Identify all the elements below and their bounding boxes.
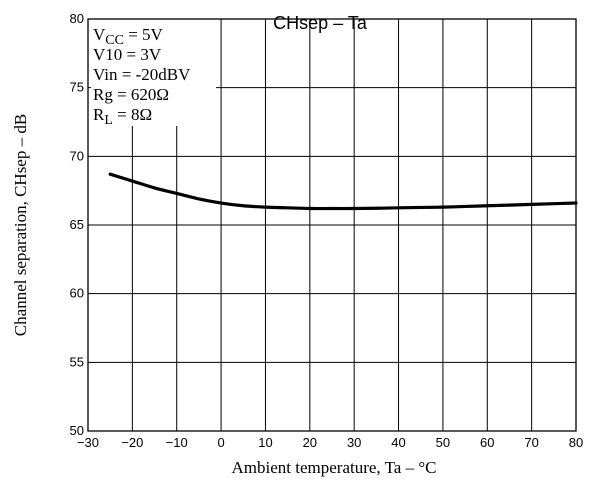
series-layer	[108, 172, 578, 211]
y-tick-labels: 50 55 60 65 70 75 80	[70, 11, 84, 438]
y-axis-label: Channel separation, CHsep – dB	[11, 114, 30, 336]
x-tick-label: 50	[436, 435, 450, 450]
y-tick-label: 60	[70, 286, 84, 301]
chart-title: CHsep – Ta	[273, 13, 368, 33]
x-tick-label: 0	[217, 435, 224, 450]
x-tick-label: −20	[121, 435, 143, 450]
series-line	[108, 172, 578, 211]
x-tick-label: −10	[166, 435, 188, 450]
y-tick-label: 80	[70, 11, 84, 26]
y-tick-label: 75	[70, 80, 84, 95]
condition-line: Rg = 620Ω	[93, 85, 169, 104]
x-tick-label: 10	[258, 435, 272, 450]
x-tick-label: −30	[77, 435, 99, 450]
x-tick-labels: −30 −20 −10 0 10 20 30 40 50 60 70 80	[77, 435, 583, 450]
grid	[88, 19, 576, 431]
y-tick-label: 65	[70, 217, 84, 232]
condition-line: VCC = 5V	[93, 25, 164, 48]
condition-line: Vin = -20dBV	[93, 65, 191, 84]
x-tick-label: 70	[524, 435, 538, 450]
x-tick-label: 30	[347, 435, 361, 450]
condition-line: V10 = 3V	[93, 45, 162, 64]
x-tick-label: 40	[391, 435, 405, 450]
plot-frame	[87, 18, 577, 432]
y-tick-label: 70	[70, 148, 84, 163]
y-tick-label: 50	[70, 423, 84, 438]
x-tick-label: 80	[569, 435, 583, 450]
y-tick-label: 55	[70, 354, 84, 369]
x-tick-label: 20	[303, 435, 317, 450]
x-axis-label: Ambient temperature, Ta – °C	[232, 458, 437, 477]
conditions-box-bg	[91, 19, 216, 126]
x-tick-label: 60	[480, 435, 494, 450]
